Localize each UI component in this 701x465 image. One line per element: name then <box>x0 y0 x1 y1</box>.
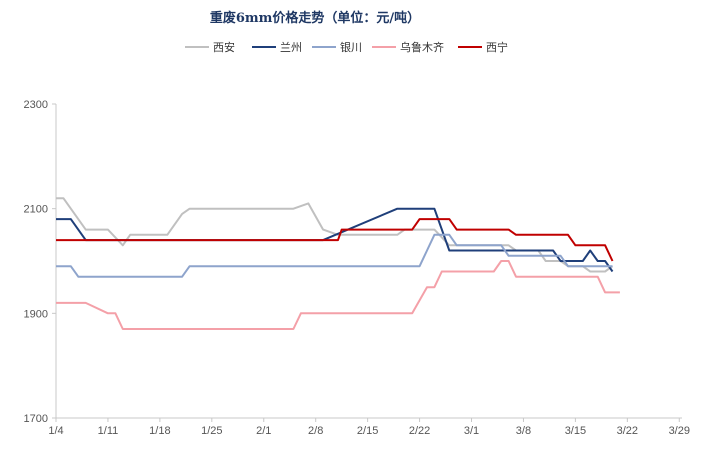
chart-title: 重废6mm价格走势（单位：元/吨） <box>210 10 420 26</box>
x-tick-label: 1/25 <box>201 425 222 437</box>
series-line-4 <box>56 260 620 330</box>
legend-label: 西宁 <box>486 40 508 54</box>
x-tick-label: 3/1 <box>464 425 479 437</box>
series-line-3 <box>56 233 613 278</box>
x-tick-label: 3/29 <box>669 425 690 437</box>
x-tick-label: 1/11 <box>98 425 119 437</box>
series-layer <box>56 197 620 330</box>
x-tick-label: 3/8 <box>516 425 531 437</box>
x-tick-label: 2/15 <box>357 425 378 437</box>
x-tick-label: 2/1 <box>256 425 271 437</box>
y-tick-label: 2100 <box>24 204 48 216</box>
series-line-5 <box>56 218 614 262</box>
legend-label: 乌鲁木齐 <box>400 40 444 54</box>
legend-label: 兰州 <box>280 41 302 54</box>
x-tick-label: 3/22 <box>617 425 638 437</box>
x-tick-label: 1/4 <box>48 425 63 437</box>
x-tick-label: 1/18 <box>149 425 170 437</box>
chart-axes: 1700 1900 2100 2300 1/4 1/11 1/18 1/25 2/1 2/8 2/1… <box>24 99 690 437</box>
series-line-1 <box>56 197 614 273</box>
legend-label: 银川 <box>340 40 362 54</box>
x-tick-label: 2/8 <box>308 425 323 437</box>
y-tick-label: 2300 <box>24 99 48 111</box>
x-tick-label: 3/15 <box>565 425 586 437</box>
chart-legend: 西安 兰州 银川 乌鲁木齐 西宁 <box>185 40 508 54</box>
y-tick-label: 1700 <box>24 413 48 425</box>
legend-label: 西安 <box>213 40 235 54</box>
y-tick-label: 1900 <box>24 308 48 320</box>
x-tick-label: 2/22 <box>409 425 430 437</box>
